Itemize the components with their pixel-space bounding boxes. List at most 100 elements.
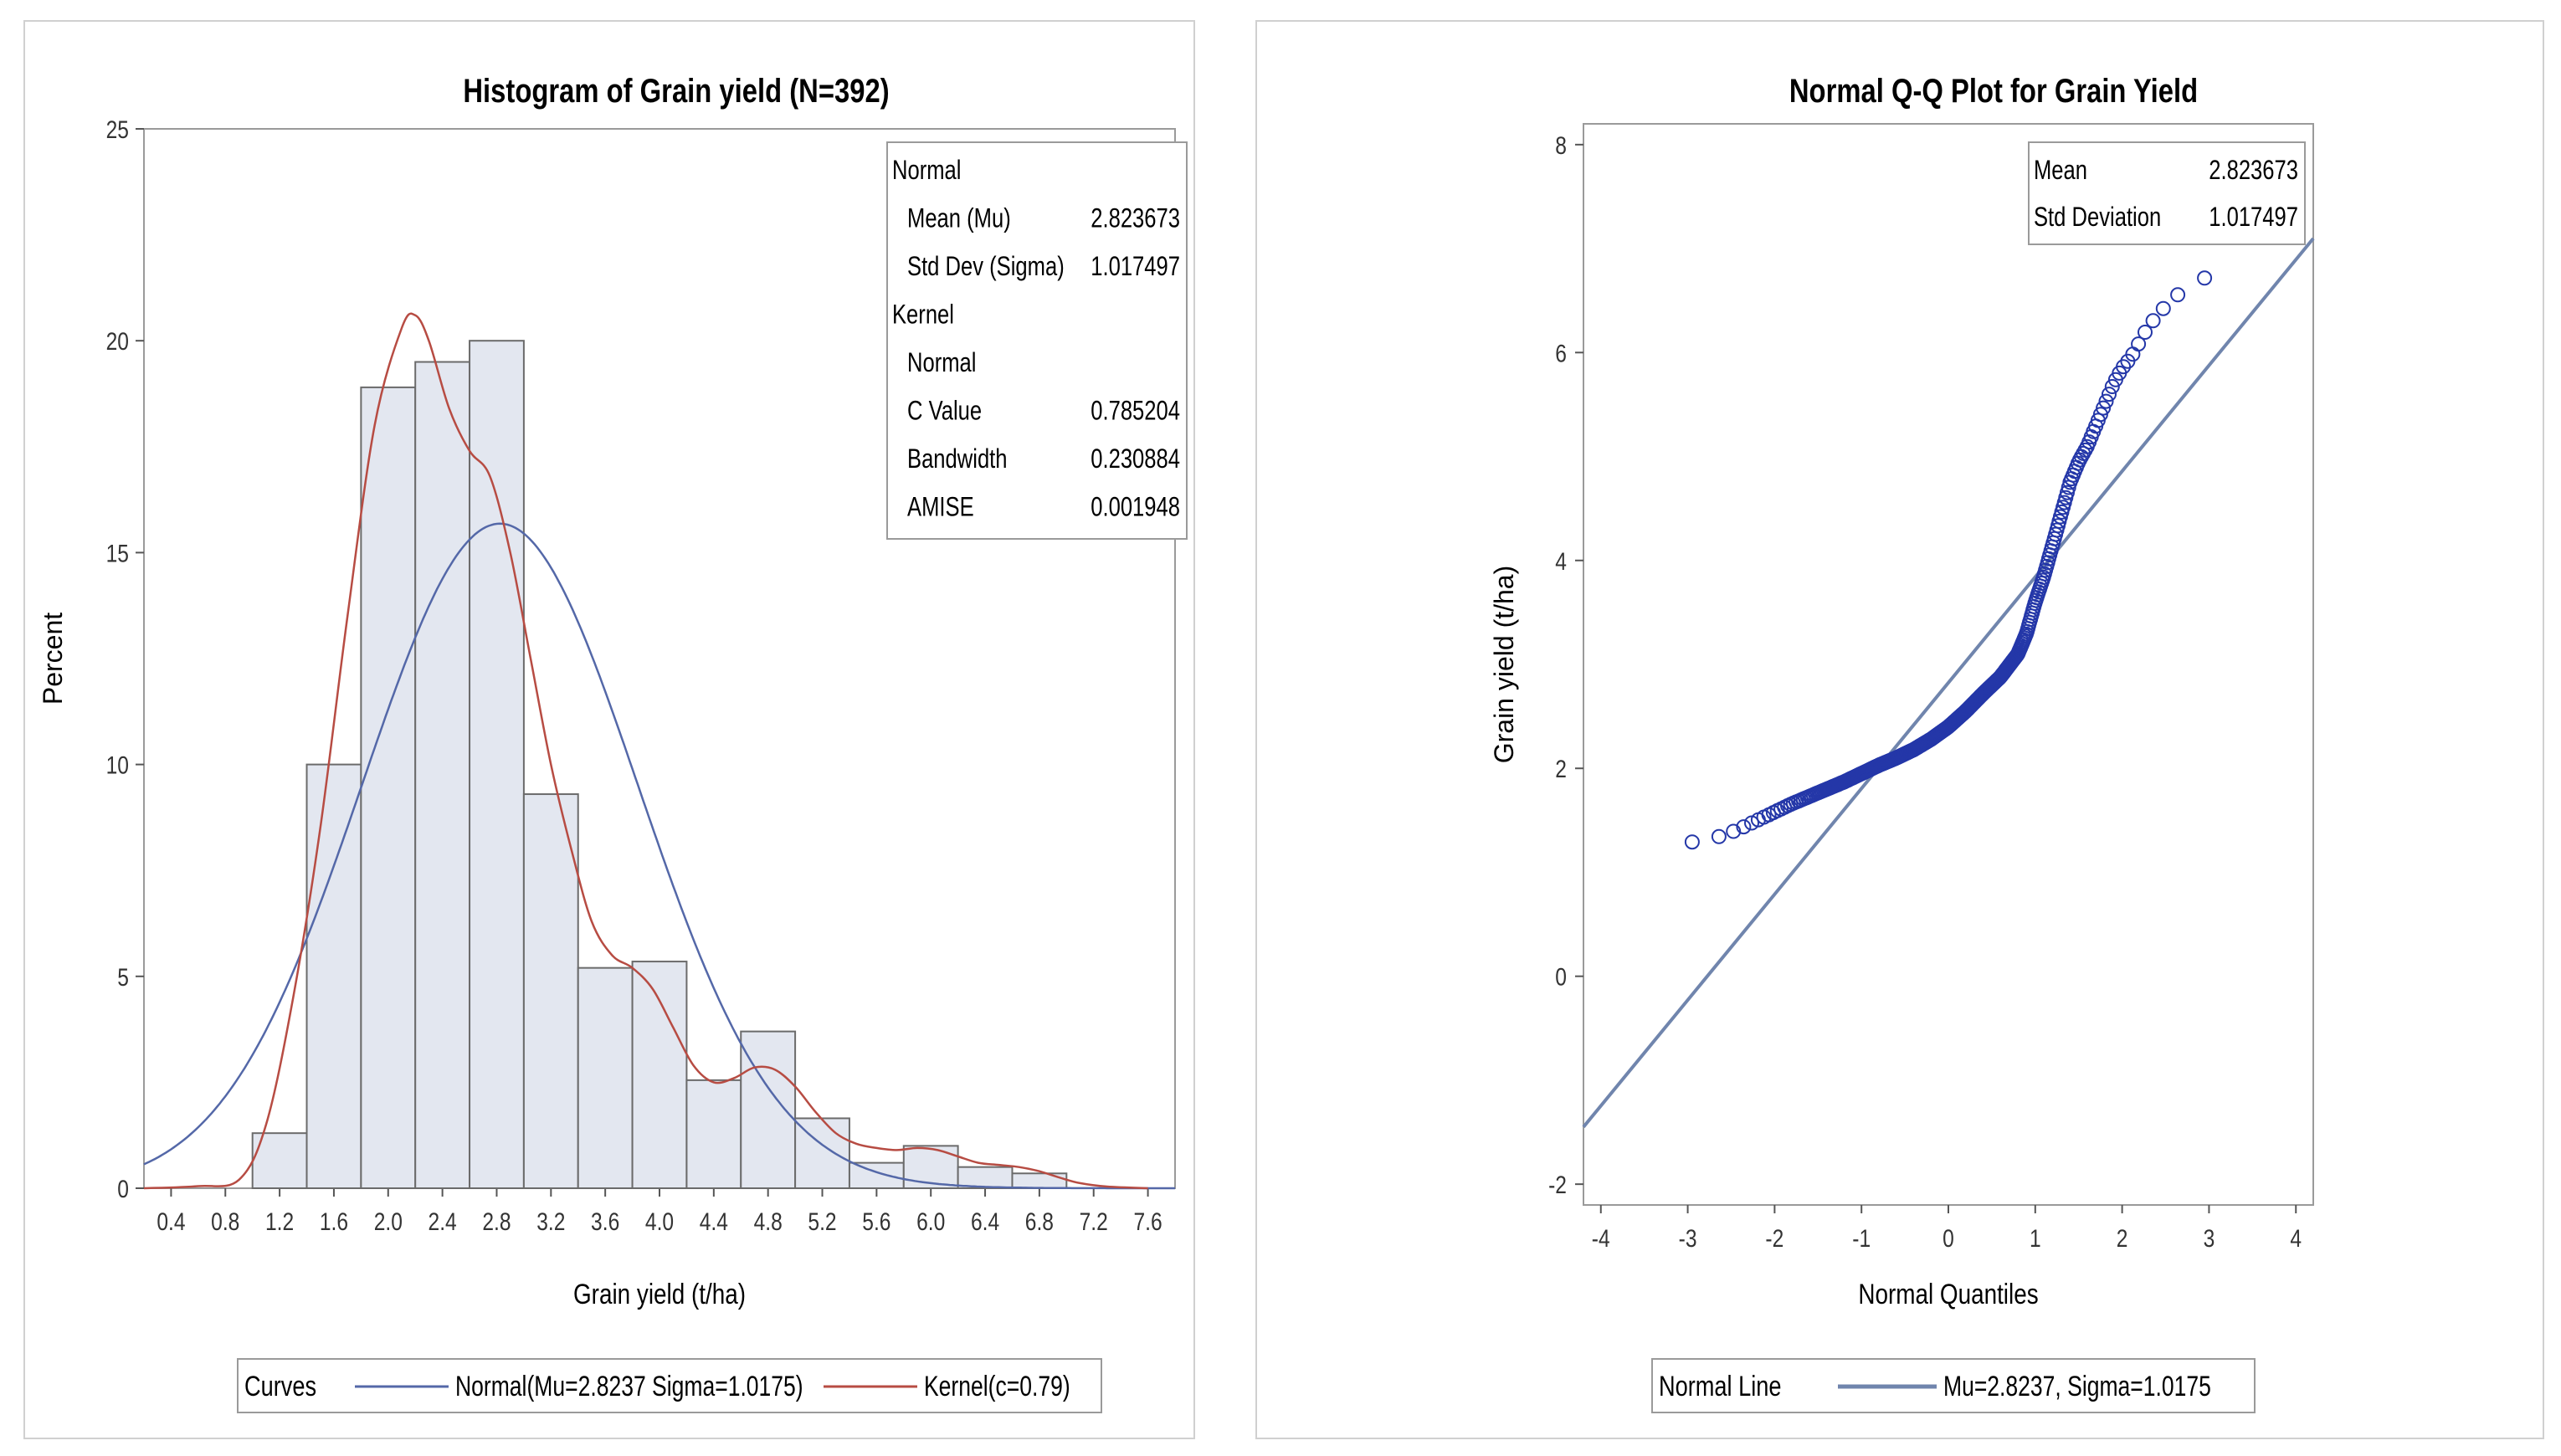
stats-row-label: Mean (Mu)	[907, 204, 1011, 233]
x-axis-label: Grain yield (t/ha)	[573, 1278, 746, 1310]
y-axis-label: Percent	[38, 613, 68, 705]
qq-data-point	[1736, 819, 1752, 835]
stats-row-value: 2.823673	[1091, 204, 1180, 233]
x-tick-label: 4.0	[645, 1207, 674, 1236]
qq-data-point	[2138, 325, 2153, 340]
x-tick-label: 6.4	[971, 1207, 999, 1236]
qq-data-point	[2102, 387, 2117, 402]
y-tick-label: 5	[117, 962, 129, 991]
histogram-bar	[305, 763, 362, 1189]
x-tick-label: -4	[1592, 1224, 1610, 1253]
histogram-bar	[469, 340, 525, 1189]
qq-data-point	[1726, 823, 1742, 839]
x-tick-label: 7.6	[1133, 1207, 1162, 1236]
stats-row-label: Bandwidth	[907, 444, 1008, 474]
x-tick-label: -2	[1765, 1224, 1783, 1253]
histogram-bar	[902, 1145, 959, 1189]
histogram-bar	[740, 1030, 797, 1189]
qq-data-point	[2116, 359, 2132, 375]
x-tick-label: 3.2	[536, 1207, 565, 1236]
qq-data-point	[2155, 300, 2171, 316]
y-tick-label: 0	[117, 1175, 129, 1203]
legend-entry-label: Kernel(c=0.79)	[924, 1371, 1070, 1402]
x-tick-label: -3	[1679, 1224, 1697, 1253]
histogram-bar	[522, 793, 579, 1189]
legend-title: Normal Line	[1659, 1370, 1782, 1402]
x-tick-label: 2.0	[374, 1207, 403, 1236]
kernel-curve	[143, 312, 1148, 1190]
x-tick-label: 2	[2117, 1224, 2128, 1253]
stats-row-label: Std Dev (Sigma)	[907, 252, 1065, 281]
histogram-bar	[631, 961, 688, 1190]
histogram-panel: Histogram of Grain yield (N=392) 0 5 10 15 20…	[23, 20, 1195, 1439]
qq-data-point	[2104, 379, 2120, 394]
y-tick-label: 6	[1555, 339, 1567, 367]
stats-row-value: 0.785204	[1091, 397, 1180, 426]
stats-row-label: Mean	[2034, 156, 2087, 185]
x-tick-label: 4.4	[700, 1207, 728, 1236]
x-tick-label: 5.6	[862, 1207, 890, 1236]
histogram-bar	[251, 1132, 308, 1189]
y-tick-label: 15	[106, 539, 129, 567]
qq-plot-panel: Normal Q-Q Plot for Grain Yield -2 0 2 4 6 8 -4…	[1255, 20, 2544, 1439]
histogram-bar	[1011, 1172, 1068, 1189]
legend-entry-label: Mu=2.8237, Sigma=1.0175	[1943, 1371, 2211, 1402]
x-tick-label: 4	[2290, 1224, 2302, 1253]
normal-reference-line	[1582, 237, 2315, 1129]
histogram-bar	[577, 966, 634, 1189]
x-tick-label: 0.8	[211, 1207, 239, 1236]
x-axis-label: Normal Quantiles	[1858, 1278, 2038, 1310]
chart-title: Histogram of Grain yield (N=392)	[463, 72, 889, 110]
stats-inset-box	[2028, 141, 2306, 245]
x-tick-label: 0	[1943, 1224, 1954, 1253]
y-tick-label: 20	[106, 327, 129, 356]
qq-data-point	[1684, 834, 1700, 850]
histogram-bar	[360, 386, 417, 1189]
x-tick-label: 4.8	[754, 1207, 783, 1236]
y-tick-label: 8	[1555, 131, 1567, 160]
qq-data-point	[2098, 393, 2114, 409]
y-tick-label: 0	[1555, 962, 1567, 991]
histogram-bar	[957, 1166, 1014, 1190]
stats-row-value: 2.823673	[2209, 156, 2298, 185]
qq-data-point	[2131, 336, 2147, 352]
legend-title: Curves	[244, 1370, 316, 1402]
plot-area	[1583, 123, 2314, 1206]
stats-row-label: AMISE	[907, 493, 974, 522]
stats-row-label: Normal	[907, 348, 976, 377]
x-tick-label: 3.6	[591, 1207, 619, 1236]
x-tick-label: 2.4	[429, 1207, 457, 1236]
x-tick-label: 1.2	[265, 1207, 294, 1236]
y-tick-label: 25	[106, 115, 129, 144]
qq-data-point	[2170, 287, 2186, 303]
y-tick-label: 4	[1555, 546, 1567, 575]
x-tick-label: -1	[1852, 1224, 1871, 1253]
stats-inset-box	[886, 141, 1188, 540]
histogram-bar	[685, 1079, 742, 1190]
qq-data-point	[2096, 400, 2112, 416]
stats-row-label: Std Deviation	[2034, 203, 2161, 232]
stats-row-value: 0.230884	[1091, 444, 1180, 474]
x-tick-label: 5.2	[808, 1207, 836, 1236]
stats-row-value: 1.017497	[1091, 252, 1180, 281]
stats-row-label: Kernel	[892, 300, 954, 330]
x-tick-label: 1	[2030, 1224, 2041, 1253]
x-tick-label: 1.6	[320, 1207, 348, 1236]
x-tick-label: 0.4	[157, 1207, 185, 1236]
histogram-bar	[414, 361, 471, 1189]
x-tick-label: 6.8	[1025, 1207, 1054, 1236]
y-tick-label: 10	[106, 751, 129, 779]
normal-curve	[143, 522, 1175, 1190]
x-tick-label: 3	[2204, 1224, 2215, 1253]
stats-row-label: C Value	[907, 397, 982, 426]
y-axis-label: Grain yield (t/ha)	[1489, 566, 1519, 764]
legend-entry-label: Normal(Mu=2.8237 Sigma=1.0175)	[455, 1371, 803, 1402]
legend-box	[1651, 1358, 2256, 1413]
y-tick-label: 2	[1555, 755, 1567, 783]
y-tick-label: -2	[1548, 1171, 1567, 1199]
histogram-bar	[848, 1161, 905, 1189]
qq-data-point	[1711, 828, 1727, 844]
qq-data-point	[2145, 313, 2161, 329]
stats-row-label: Normal	[892, 156, 961, 185]
qq-plot-chart: Normal Q-Q Plot for Grain Yield -2 0 2 4 6 8 -4…	[1489, 72, 2315, 1413]
